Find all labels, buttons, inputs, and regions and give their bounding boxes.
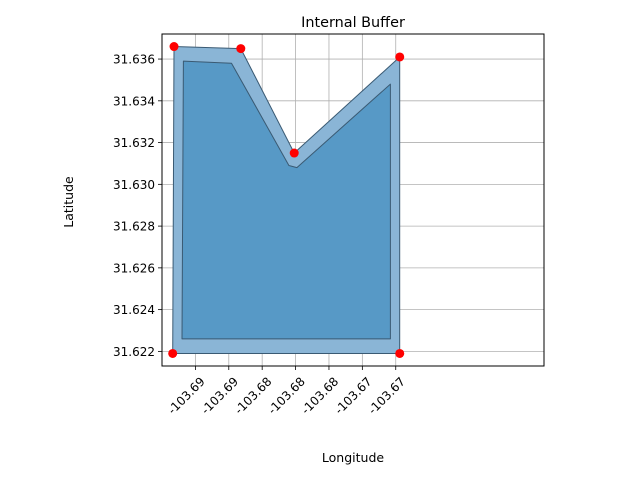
plot-area: [168, 42, 405, 358]
buffer-polygon: [181, 60, 391, 340]
vertex-marker: [168, 348, 178, 358]
vertex-marker: [395, 348, 405, 358]
y-tick-label: 31.626: [113, 261, 155, 275]
y-tick-label: 31.636: [113, 53, 155, 67]
y-tick-label: 31.624: [113, 303, 155, 317]
y-tick-label: 31.630: [113, 178, 155, 192]
x-axis-label: Longitude: [322, 450, 384, 465]
y-axis-label: Latitude: [61, 176, 76, 228]
axes-frame: [161, 33, 545, 367]
vertex-marker: [169, 42, 179, 52]
y-tick-label: 31.622: [113, 345, 155, 359]
y-tick-label: 31.632: [113, 136, 155, 150]
vertex-marker: [289, 148, 299, 158]
y-tick-label: 31.634: [113, 94, 155, 108]
vertex-marker: [236, 44, 246, 54]
chart-title: Internal Buffer: [301, 15, 405, 31]
vertex-marker: [395, 52, 405, 62]
y-tick-label: 31.628: [113, 220, 155, 234]
